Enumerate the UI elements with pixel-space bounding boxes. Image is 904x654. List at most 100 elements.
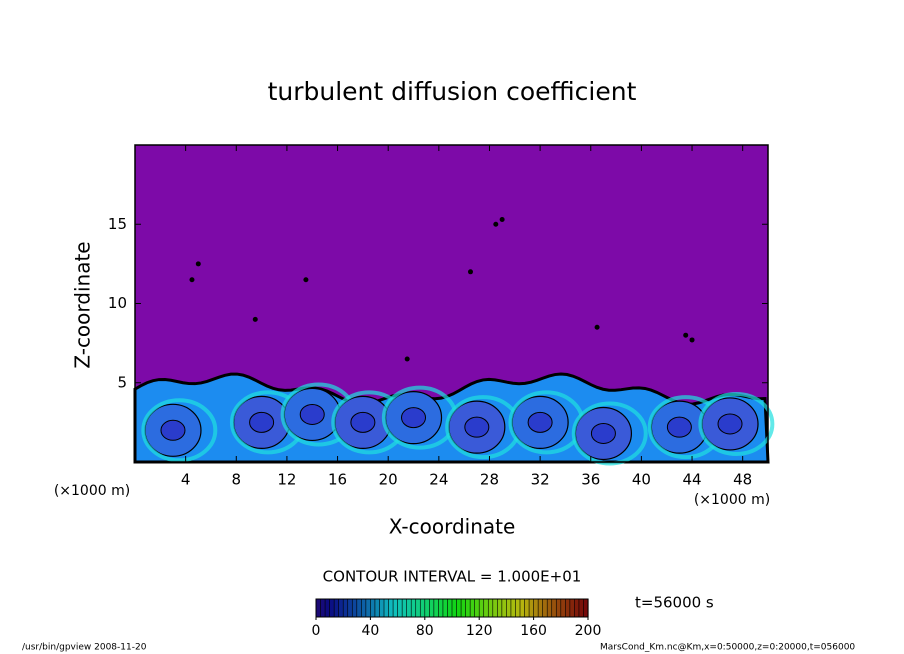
colorbar-cell xyxy=(415,598,421,618)
x-tick-label: 36 xyxy=(581,471,600,489)
colorbar-cell xyxy=(510,598,517,618)
blob xyxy=(499,216,505,222)
colorbar-cell xyxy=(406,598,412,618)
blob xyxy=(252,316,258,322)
eddy-core xyxy=(350,411,376,433)
colorbar-cell xyxy=(320,598,326,618)
colorbar-cell xyxy=(474,598,480,618)
colorbar-cell xyxy=(546,598,553,618)
eddy-core xyxy=(401,407,427,429)
x-tick-label: 48 xyxy=(733,471,752,489)
eddy-core xyxy=(160,419,186,441)
eddy-core xyxy=(590,422,616,444)
eddy-ring xyxy=(141,398,218,463)
colorbar-cell xyxy=(410,598,417,618)
colorbar-cell xyxy=(333,598,340,618)
blob xyxy=(303,277,309,283)
colorbar-cell xyxy=(447,598,453,618)
x-tick-label: 16 xyxy=(328,471,347,489)
colorbar-tick-label: 120 xyxy=(466,623,493,639)
blob xyxy=(189,277,195,283)
colorbar-tick-label: 160 xyxy=(520,623,547,639)
x-tick-label: 4 xyxy=(181,471,191,489)
blob xyxy=(195,261,201,267)
x-tick-label: 24 xyxy=(429,471,448,489)
colorbar-cell xyxy=(492,598,498,618)
colorbar-cell xyxy=(574,598,580,618)
colorbar-cell xyxy=(347,598,353,618)
colorbar-cell xyxy=(469,598,476,618)
x-tick-label: 28 xyxy=(480,471,499,489)
colorbar-tick-label: 0 xyxy=(312,623,321,639)
x-unit: (×1000 m) xyxy=(694,492,770,508)
x-tick-label: 12 xyxy=(277,471,296,489)
x-tick-label: 32 xyxy=(531,471,550,489)
footer-left: /usr/bin/gpview 2008-11-20 xyxy=(22,643,147,653)
colorbar-cell xyxy=(537,598,544,618)
colorbar-cell xyxy=(501,598,508,618)
blob xyxy=(467,269,473,275)
colorbar-cell xyxy=(342,598,349,618)
blob xyxy=(689,337,695,343)
colorbar-cell xyxy=(442,598,449,618)
colorbar-cell xyxy=(460,598,467,618)
x-axis-label: X-coordinate xyxy=(389,515,516,539)
colorbar-tick-label: 80 xyxy=(416,623,434,639)
contour-interval: CONTOUR INTERVAL = 1.000E+01 xyxy=(323,568,582,586)
colorbar-cell xyxy=(456,598,462,618)
colorbar-cell xyxy=(465,598,471,618)
colorbar-cell xyxy=(438,598,444,618)
colorbar-cell xyxy=(515,598,521,618)
eddy-ring xyxy=(571,401,648,466)
blob xyxy=(683,332,689,338)
blob xyxy=(594,324,600,330)
chart-title: turbulent diffusion coefficient xyxy=(268,77,637,106)
colorbar-cell xyxy=(528,598,535,618)
y-tick-label: 5 xyxy=(117,373,127,391)
y-axis-label: Z-coordinate xyxy=(71,241,95,368)
colorbar-tick-label: 40 xyxy=(361,623,379,639)
blob xyxy=(404,356,410,362)
colorbar-cell xyxy=(370,598,376,618)
y-tick-label: 10 xyxy=(108,294,127,312)
colorbar-cell xyxy=(429,598,435,618)
x-tick-label: 20 xyxy=(379,471,398,489)
eddy-core xyxy=(666,416,692,438)
blob xyxy=(493,221,499,227)
x-tick-label: 40 xyxy=(632,471,651,489)
colorbar-cell xyxy=(578,598,585,618)
colorbar-frame xyxy=(315,598,589,618)
eddy-core xyxy=(249,411,275,433)
colorbar-cell xyxy=(533,598,539,618)
x-tick-label: 8 xyxy=(232,471,242,489)
colorbar-cell xyxy=(419,598,426,618)
colorbar-cell xyxy=(569,598,575,618)
colorbar-cell xyxy=(365,598,372,618)
colorbar-tick-label: 200 xyxy=(575,623,602,639)
colorbar-cell xyxy=(551,598,557,618)
colorbar-cell xyxy=(487,598,494,618)
colorbar-cell xyxy=(315,598,322,618)
colorbar-cell xyxy=(433,598,440,618)
footer-right: MarsCond_Km.nc@Km,x=0:50000,z=0:20000,t=… xyxy=(600,643,855,653)
colorbar-cell xyxy=(506,598,512,618)
colorbar-cell xyxy=(478,598,485,618)
colorbar-cell xyxy=(392,598,399,618)
x-tick-label: 44 xyxy=(682,471,701,489)
eddy-core xyxy=(299,403,325,425)
eddy-core xyxy=(464,416,490,438)
colorbar-cell xyxy=(397,598,403,618)
colorbar-cell xyxy=(324,598,331,618)
colorbar-cell xyxy=(374,598,381,618)
colorbar-cell xyxy=(388,598,394,618)
y-tick-label: 15 xyxy=(108,215,127,233)
eddy-core xyxy=(527,411,553,433)
colorbar-cell xyxy=(524,598,530,618)
colorbar-cell xyxy=(379,598,385,618)
time-label: t=56000 s xyxy=(635,594,714,612)
colorbar-cell xyxy=(361,598,367,618)
colorbar-cell xyxy=(483,598,489,618)
eddies xyxy=(141,216,775,466)
colorbar-cell xyxy=(542,598,548,618)
